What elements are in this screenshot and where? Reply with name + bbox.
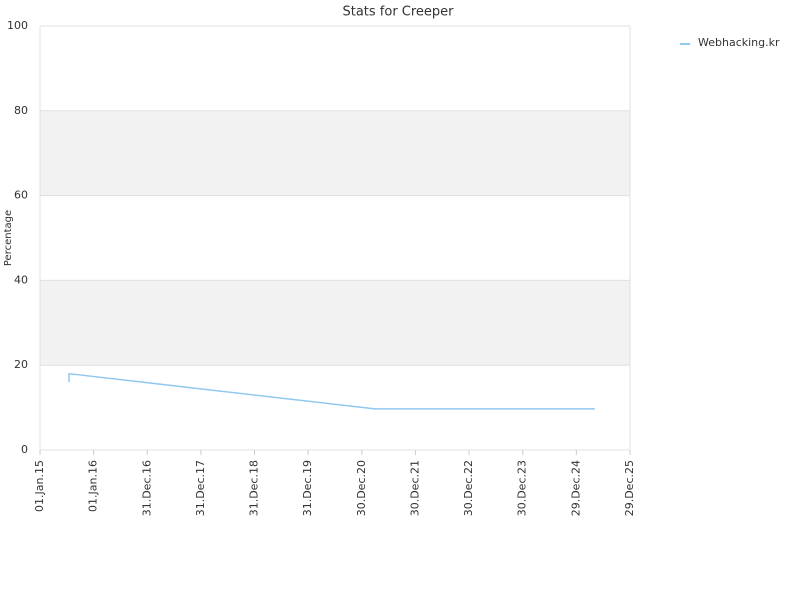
x-tick-label: 01.Jan.15 [33,460,46,512]
x-tick-label: 01.Jan.16 [87,460,100,512]
x-tick-label: 31.Dec.17 [194,460,207,516]
x-tick-label: 31.Dec.16 [140,460,153,516]
y-tick-label: 80 [14,104,28,117]
x-tick-label: 29.Dec.25 [623,460,636,516]
legend-label: Webhacking.kr [698,36,780,49]
y-tick-label: 0 [21,443,28,456]
y-tick-label: 20 [14,358,28,371]
grid-band [40,280,630,366]
chart-title: Stats for Creeper [342,5,454,20]
x-tick-label: 30.Dec.21 [408,460,421,516]
x-tick-label: 31.Dec.19 [301,460,314,516]
y-tick-label: 100 [7,19,28,32]
y-tick-label: 40 [14,273,28,286]
x-tick-label: 30.Dec.22 [462,460,475,516]
grid-band [40,110,630,196]
x-tick-label: 30.Dec.20 [355,460,368,516]
y-axis-label: Percentage [3,210,14,266]
series-line [68,372,595,410]
x-tick-label: 29.Dec.24 [569,460,582,516]
x-tick-label: 30.Dec.23 [516,460,529,516]
y-tick-label: 60 [14,189,28,202]
x-tick-label: 31.Dec.18 [248,460,261,516]
